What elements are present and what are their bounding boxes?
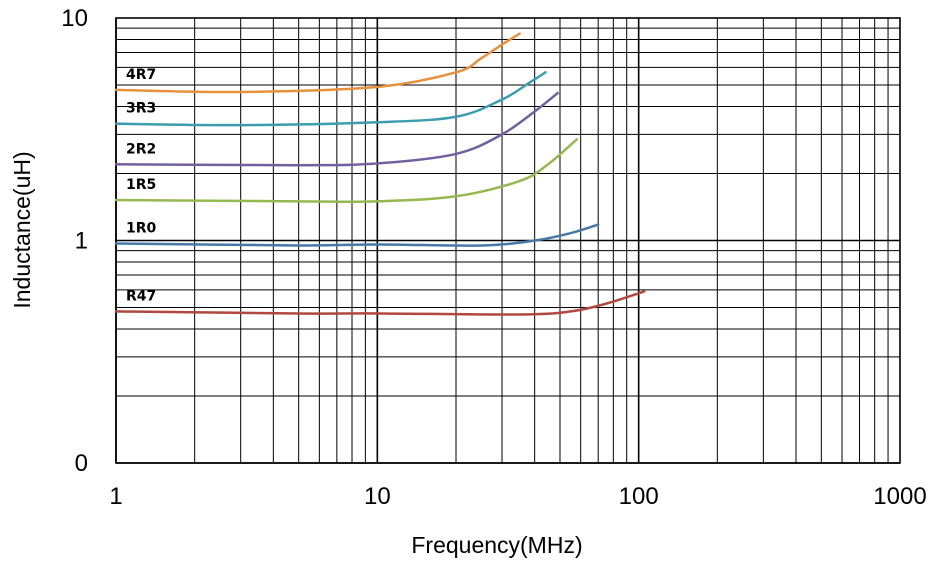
x-tick-label: 1000 <box>873 483 926 510</box>
plot-border <box>115 17 901 464</box>
series-line-4r7 <box>114 32 521 94</box>
series-label-r47: R47 <box>126 288 156 304</box>
x-tick-labels: 1 10 100 1000 <box>109 483 926 510</box>
series-line-r47 <box>114 290 646 316</box>
x-tick-label: 100 <box>619 483 659 510</box>
y-tick-label: 0 <box>75 450 88 477</box>
series-label-1r5: 1R5 <box>126 177 156 193</box>
series-line-1r0 <box>114 223 600 247</box>
series-label-1r0: 1R0 <box>126 220 157 236</box>
y-tick-label: 1 <box>75 228 88 255</box>
grid <box>115 17 901 464</box>
series-line-3r3 <box>114 71 547 127</box>
series-lines <box>114 32 646 316</box>
x-axis-label: Frequency(MHz) <box>411 532 582 558</box>
y-axis-label: Inductance(uH) <box>9 151 35 308</box>
series-label-2r2: 2R2 <box>126 141 156 157</box>
series-line-1r5 <box>114 138 579 203</box>
x-tick-label: 10 <box>364 483 391 510</box>
series-labels: 4R7 3R3 2R2 1R5 1R0 R47 <box>126 67 157 304</box>
x-tick-label: 1 <box>109 483 122 510</box>
series-line-2r2 <box>114 91 559 167</box>
series-label-3r3: 3R3 <box>126 101 156 117</box>
y-tick-label: 10 <box>61 5 88 32</box>
series-label-4r7: 4R7 <box>126 67 156 83</box>
